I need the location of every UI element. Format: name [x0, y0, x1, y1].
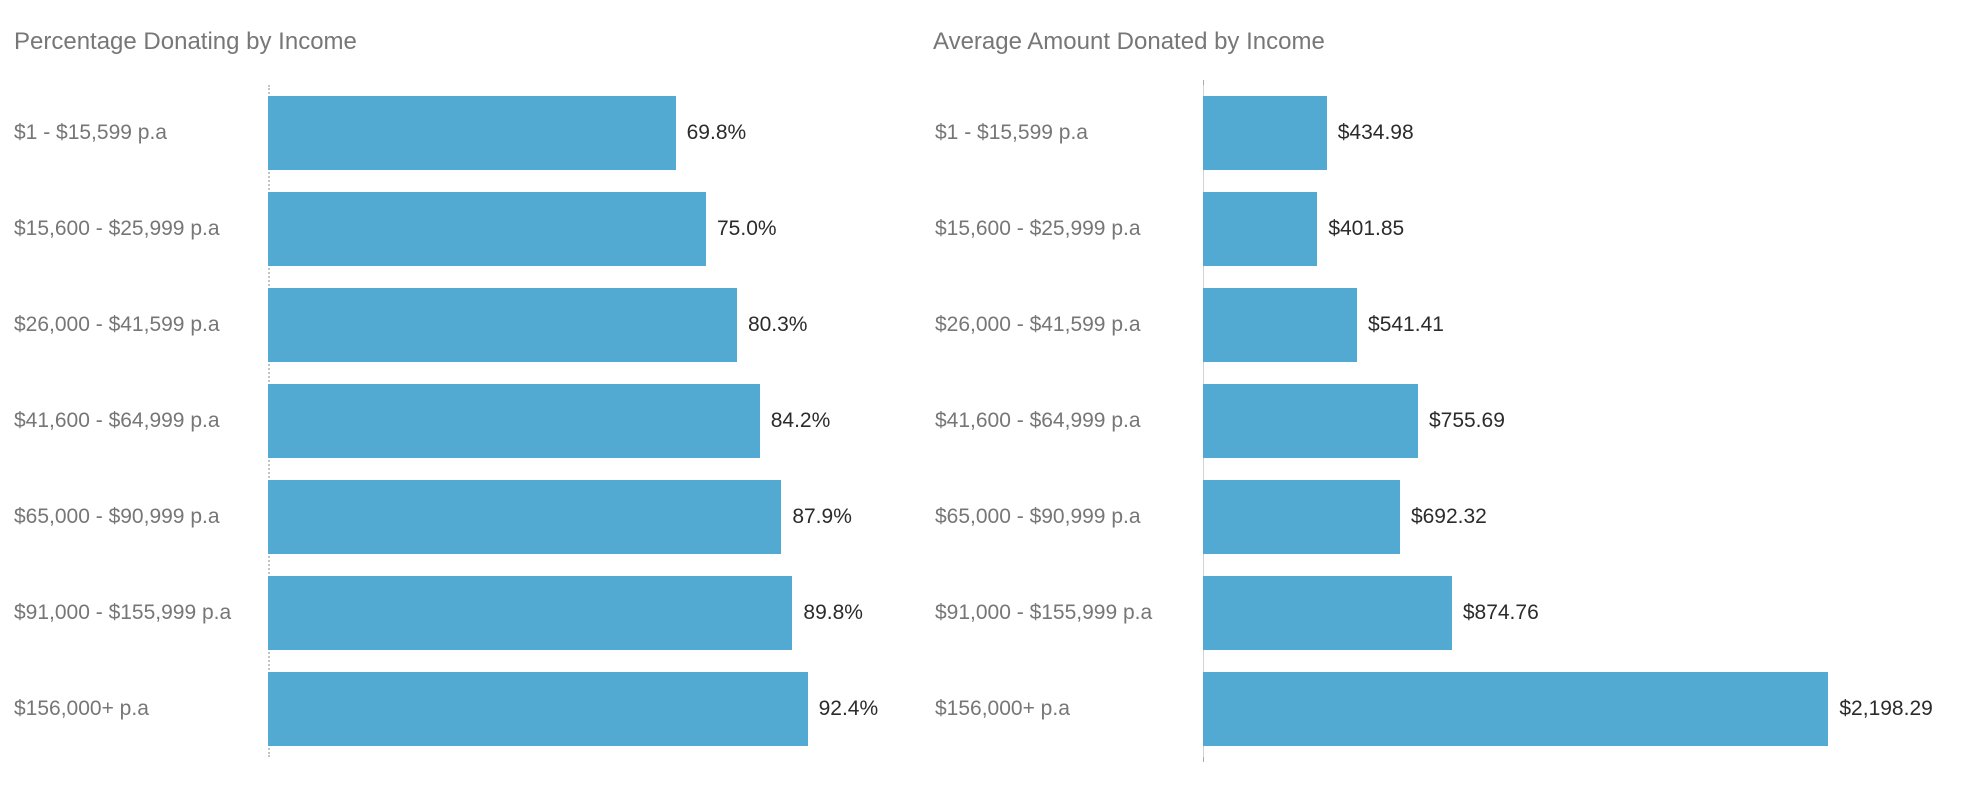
bar-track: $541.41 [1203, 288, 1863, 362]
bar-row: $1 - $15,599 p.a 69.8% [0, 85, 900, 181]
value-label: 80.3% [747, 313, 808, 336]
bar-track: $434.98 [1203, 96, 1863, 170]
category-label: $65,000 - $90,999 p.a [14, 505, 220, 528]
bar[interactable] [268, 576, 793, 650]
bar-row: $1 - $15,599 p.a $434.98 [933, 85, 1970, 181]
value-label: $2,198.29 [1839, 697, 1933, 720]
value-label: 87.9% [792, 505, 852, 528]
bar-rows: $1 - $15,599 p.a 69.8% $15,600 - $25,999… [0, 85, 900, 757]
bar[interactable] [1203, 192, 1318, 266]
value-label: 84.2% [770, 409, 831, 432]
bar-row: $91,000 - $155,999 p.a $874.76 [933, 565, 1970, 661]
bar[interactable] [1203, 576, 1452, 650]
bar-row: $15,600 - $25,999 p.a $401.85 [933, 181, 1970, 277]
bar-row: $41,600 - $64,999 p.a $755.69 [933, 373, 1970, 469]
bar[interactable] [268, 192, 706, 266]
category-label: $26,000 - $41,599 p.a [14, 313, 220, 336]
bar[interactable] [268, 384, 760, 458]
bar[interactable] [268, 288, 737, 362]
category-label: $156,000+ p.a [935, 697, 1070, 720]
category-label: $91,000 - $155,999 p.a [935, 601, 1153, 624]
value-label: 75.0% [717, 217, 777, 240]
bar-track: $755.69 [1203, 384, 1863, 458]
value-label: $541.41 [1368, 313, 1444, 336]
bar[interactable] [268, 480, 782, 554]
category-label: $15,600 - $25,999 p.a [14, 217, 220, 240]
bar-row: $65,000 - $90,999 p.a 87.9% [0, 469, 900, 565]
bar-row: $91,000 - $155,999 p.a 89.8% [0, 565, 900, 661]
value-label: 89.8% [803, 601, 863, 624]
bar-row: $15,600 - $25,999 p.a 75.0% [0, 181, 900, 277]
category-label: $15,600 - $25,999 p.a [935, 217, 1141, 240]
bar-row: $65,000 - $90,999 p.a $692.32 [933, 469, 1970, 565]
value-label: $755.69 [1428, 409, 1505, 432]
bar-row: $26,000 - $41,599 p.a $541.41 [933, 277, 1970, 373]
bar-row: $156,000+ p.a 92.4% [0, 661, 900, 757]
bar-row: $41,600 - $64,999 p.a 84.2% [0, 373, 900, 469]
bar[interactable] [1203, 480, 1400, 554]
bar[interactable] [1203, 672, 1829, 746]
plot-area: $1 - $15,599 p.a 69.8% $15,600 - $25,999… [0, 85, 900, 757]
bar-track: 80.3% [268, 288, 852, 362]
bar-track: 92.4% [268, 672, 878, 746]
value-label: $434.98 [1337, 121, 1414, 144]
bar[interactable] [1203, 288, 1358, 362]
category-label: $65,000 - $90,999 p.a [935, 505, 1141, 528]
percentage-donating-chart: Percentage Donating by Income $1 - $15,5… [0, 0, 900, 786]
value-label: $401.85 [1328, 217, 1405, 240]
bar[interactable] [1203, 96, 1327, 170]
bar-track: 89.8% [268, 576, 863, 650]
bar-track: 84.2% [268, 384, 852, 458]
bar-track: 69.8% [268, 96, 852, 170]
category-label: $156,000+ p.a [14, 697, 149, 720]
bar-track: $692.32 [1203, 480, 1863, 554]
value-label: 92.4% [818, 697, 879, 720]
chart-title: Average Amount Donated by Income [933, 28, 1325, 55]
bar[interactable] [1203, 384, 1418, 458]
bar[interactable] [268, 96, 676, 170]
bar-track: $874.76 [1203, 576, 1863, 650]
category-label: $1 - $15,599 p.a [14, 121, 167, 144]
bar-track: $401.85 [1203, 192, 1863, 266]
bar-rows: $1 - $15,599 p.a $434.98 $15,600 - $25,9… [933, 85, 1970, 757]
average-amount-chart: Average Amount Donated by Income $1 - $1… [933, 0, 1970, 786]
category-label: $26,000 - $41,599 p.a [935, 313, 1141, 336]
bar[interactable] [268, 672, 808, 746]
value-label: 69.8% [686, 121, 747, 144]
bar-row: $26,000 - $41,599 p.a 80.3% [0, 277, 900, 373]
bar-track: 87.9% [268, 480, 852, 554]
category-label: $41,600 - $64,999 p.a [14, 409, 220, 432]
value-label: $692.32 [1410, 505, 1487, 528]
category-label: $41,600 - $64,999 p.a [935, 409, 1141, 432]
plot-area: $1 - $15,599 p.a $434.98 $15,600 - $25,9… [933, 80, 1970, 762]
category-label: $1 - $15,599 p.a [935, 121, 1088, 144]
bar-track: 75.0% [268, 192, 852, 266]
bar-row: $156,000+ p.a $2,198.29 [933, 661, 1970, 757]
value-label: $874.76 [1462, 601, 1539, 624]
chart-title: Percentage Donating by Income [14, 28, 357, 55]
bar-track: $2,198.29 [1203, 672, 1933, 746]
category-label: $91,000 - $155,999 p.a [14, 601, 232, 624]
